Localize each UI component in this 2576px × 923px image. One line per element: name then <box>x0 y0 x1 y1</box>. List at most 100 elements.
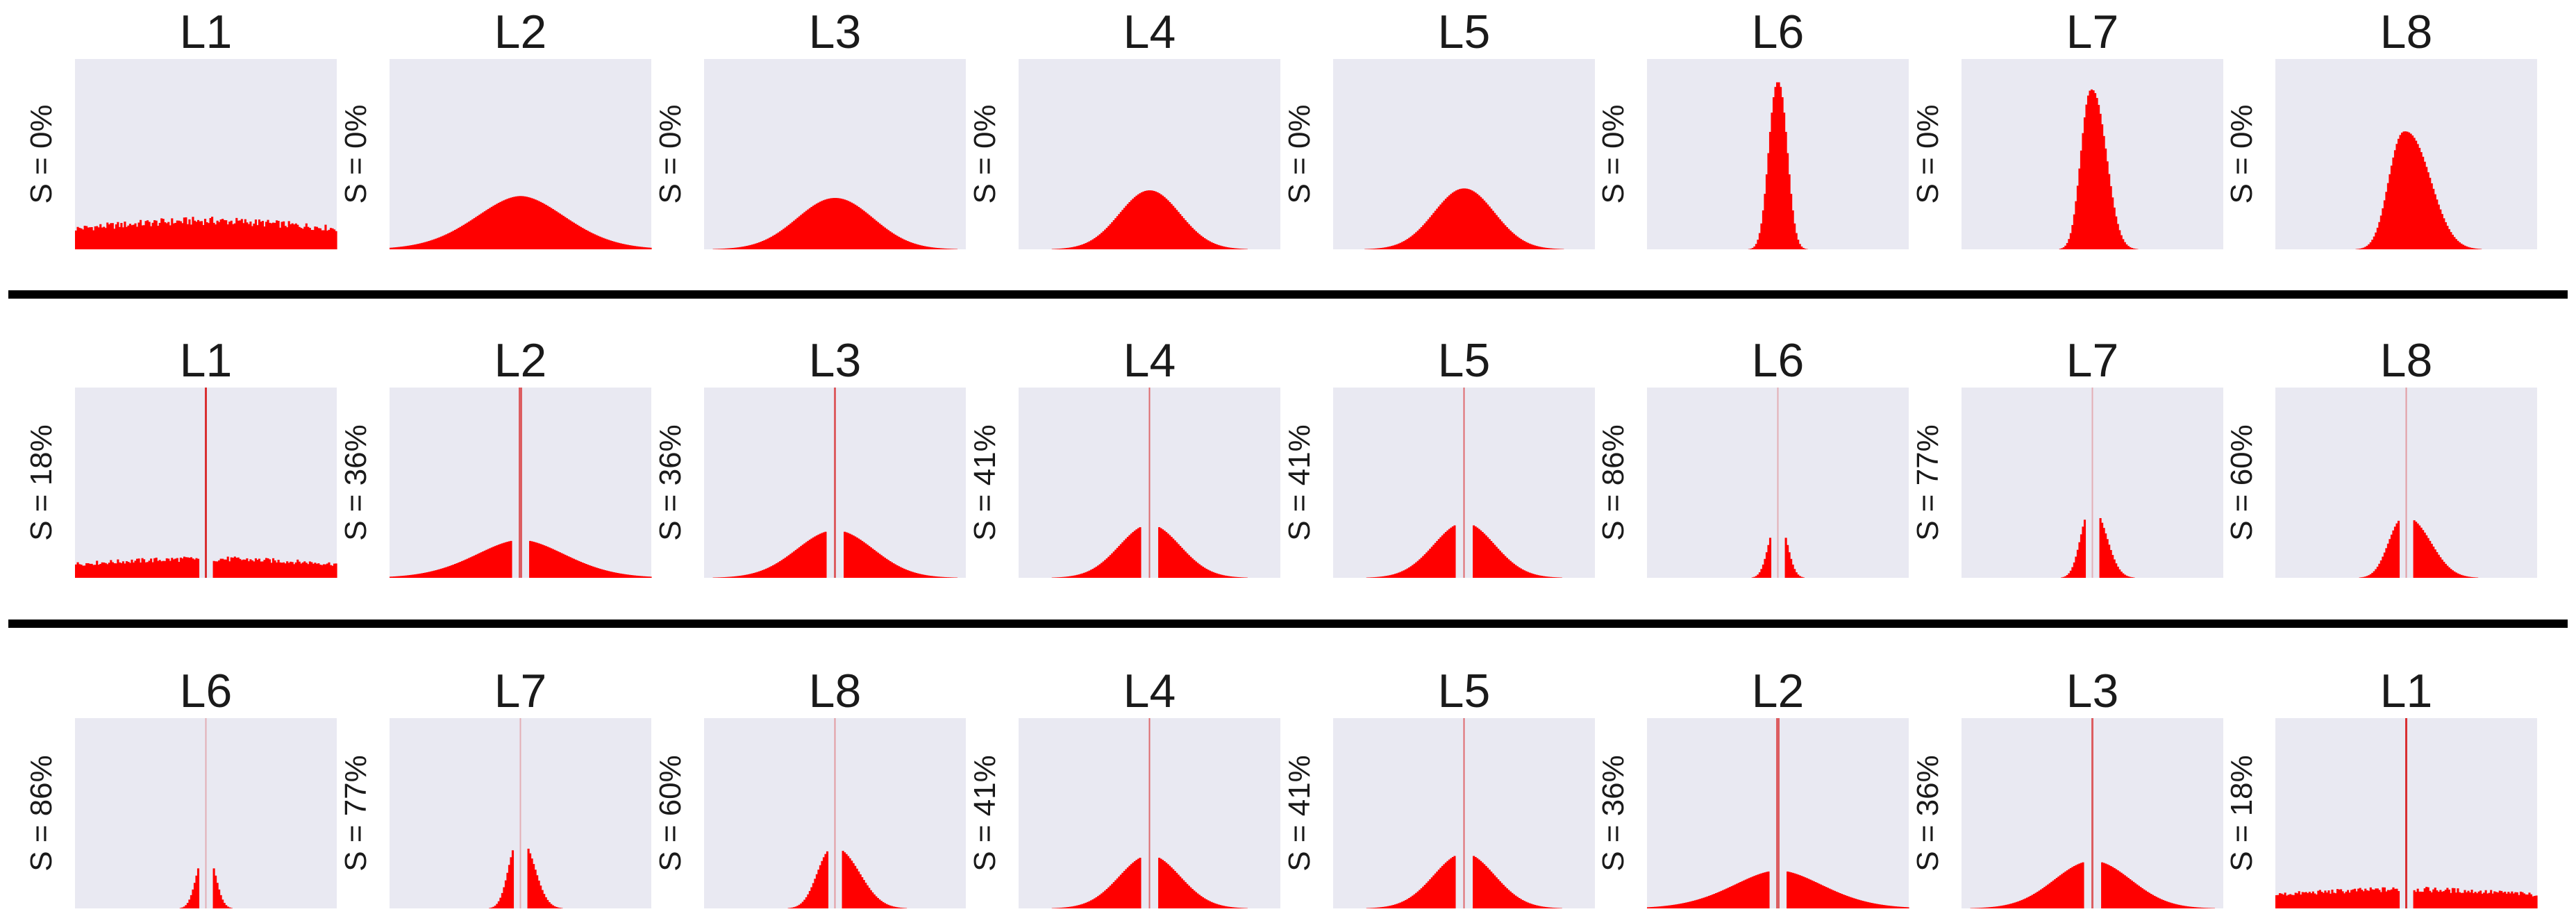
histogram-bar <box>190 224 192 249</box>
histogram-bar <box>99 224 102 249</box>
histogram-bar <box>1208 241 1212 249</box>
zero-spike <box>834 718 836 908</box>
histogram-bar <box>446 566 450 578</box>
histogram-bar <box>1750 877 1753 908</box>
histogram-bar <box>1546 907 1548 908</box>
histogram-bar <box>2362 576 2365 578</box>
histogram-bar <box>2411 135 2414 249</box>
histogram-bar <box>429 571 432 578</box>
histogram-bar <box>1420 227 1423 249</box>
histogram-bar <box>793 220 796 249</box>
histogram-bar <box>536 875 539 908</box>
histogram-bar <box>1226 906 1229 908</box>
panel-bottom-l5: L5S = 41% <box>1282 665 1595 908</box>
histogram-bar <box>1814 882 1817 908</box>
histogram-bar <box>934 576 937 578</box>
histogram-bar <box>478 215 481 249</box>
histogram-bar <box>465 224 467 249</box>
histogram-bar <box>1722 890 1725 908</box>
histogram-bar <box>310 230 313 249</box>
histogram-bar <box>291 562 294 578</box>
histogram-bar <box>1996 906 1999 908</box>
histogram-bar <box>2495 892 2498 908</box>
histogram-bar <box>83 565 86 578</box>
histogram-bar <box>2457 240 2459 249</box>
histogram-bar <box>574 224 577 249</box>
histogram-bar <box>801 901 804 908</box>
histogram-bar <box>268 559 271 578</box>
histogram-bar <box>2307 892 2309 908</box>
histogram-bar <box>415 244 418 249</box>
histogram-bar <box>235 558 238 578</box>
histogram-bar <box>76 226 79 249</box>
histogram-bar <box>1105 228 1108 249</box>
panel-top-l6: L6S = 0% <box>1596 6 1909 250</box>
histogram-bar <box>1085 242 1087 249</box>
histogram-bar <box>249 222 252 249</box>
histogram-bar <box>1382 576 1385 578</box>
histogram-bar <box>2105 533 2107 578</box>
histogram-bar <box>1797 574 1800 578</box>
histogram-bar <box>937 576 940 578</box>
histogram-bar <box>2355 891 2358 908</box>
histogram-bar <box>1511 562 1514 578</box>
histogram-bar <box>1121 542 1124 578</box>
histogram-bar <box>2173 904 2175 908</box>
histogram-bar <box>1369 577 1372 578</box>
histogram-bar <box>1676 904 1679 908</box>
histogram-bar <box>869 890 872 908</box>
histogram-bar <box>595 235 598 249</box>
histogram-bar <box>1544 576 1547 578</box>
histogram-bar <box>2148 892 2151 908</box>
histogram-bar <box>1481 862 1484 908</box>
histogram-bar <box>746 246 748 249</box>
histogram-bar <box>719 577 722 578</box>
histogram-bar <box>1755 576 1757 578</box>
histogram-bar <box>1519 568 1523 578</box>
histogram-bar <box>1795 572 1798 578</box>
histogram-bar <box>803 899 806 908</box>
histogram-bar <box>2075 201 2077 249</box>
histogram-bar <box>483 550 486 578</box>
histogram-bar <box>1809 879 1812 908</box>
histogram-bar <box>2461 244 2465 249</box>
histogram-bar <box>608 240 610 249</box>
histogram-bar <box>1707 895 1711 908</box>
histogram-bar <box>1872 903 1875 908</box>
sparsity-label: S = 0% <box>24 104 58 203</box>
histogram-bar <box>276 220 278 249</box>
histogram-bar <box>1905 907 1908 908</box>
histogram-bar <box>195 222 198 249</box>
histogram-bar <box>412 244 415 249</box>
histogram-bar <box>1187 555 1190 578</box>
histogram-bar <box>2453 888 2456 908</box>
histogram-bar <box>639 576 642 578</box>
histogram-bar <box>1804 877 1807 908</box>
histogram-bar <box>2102 863 2105 908</box>
histogram-bar <box>1139 193 1141 249</box>
histogram-bar <box>468 222 471 249</box>
histogram-bar <box>541 890 544 908</box>
histogram-bar <box>520 196 523 249</box>
histogram-bar <box>1467 189 1470 249</box>
histogram-bar <box>134 223 137 249</box>
histogram-bar <box>2444 222 2447 249</box>
histogram-bar <box>312 563 315 578</box>
histogram-bar <box>480 213 483 249</box>
histogram-bar <box>1074 906 1077 908</box>
histogram-bar <box>206 222 208 249</box>
histogram-bar <box>1201 237 1205 249</box>
histogram-bar <box>522 196 525 249</box>
histogram-bar <box>2055 878 2058 908</box>
histogram-bar <box>822 200 826 249</box>
histogram-bar <box>1448 529 1450 578</box>
histogram-bar <box>2061 577 2064 578</box>
histogram <box>1366 856 1562 908</box>
histogram-bar <box>548 547 551 578</box>
histogram-bar <box>1518 567 1521 578</box>
histogram-bar <box>1852 898 1855 908</box>
histogram-bar <box>1383 247 1386 249</box>
histogram-bar <box>1546 576 1548 578</box>
histogram-bar <box>1446 860 1449 908</box>
histogram-bar <box>188 219 191 249</box>
